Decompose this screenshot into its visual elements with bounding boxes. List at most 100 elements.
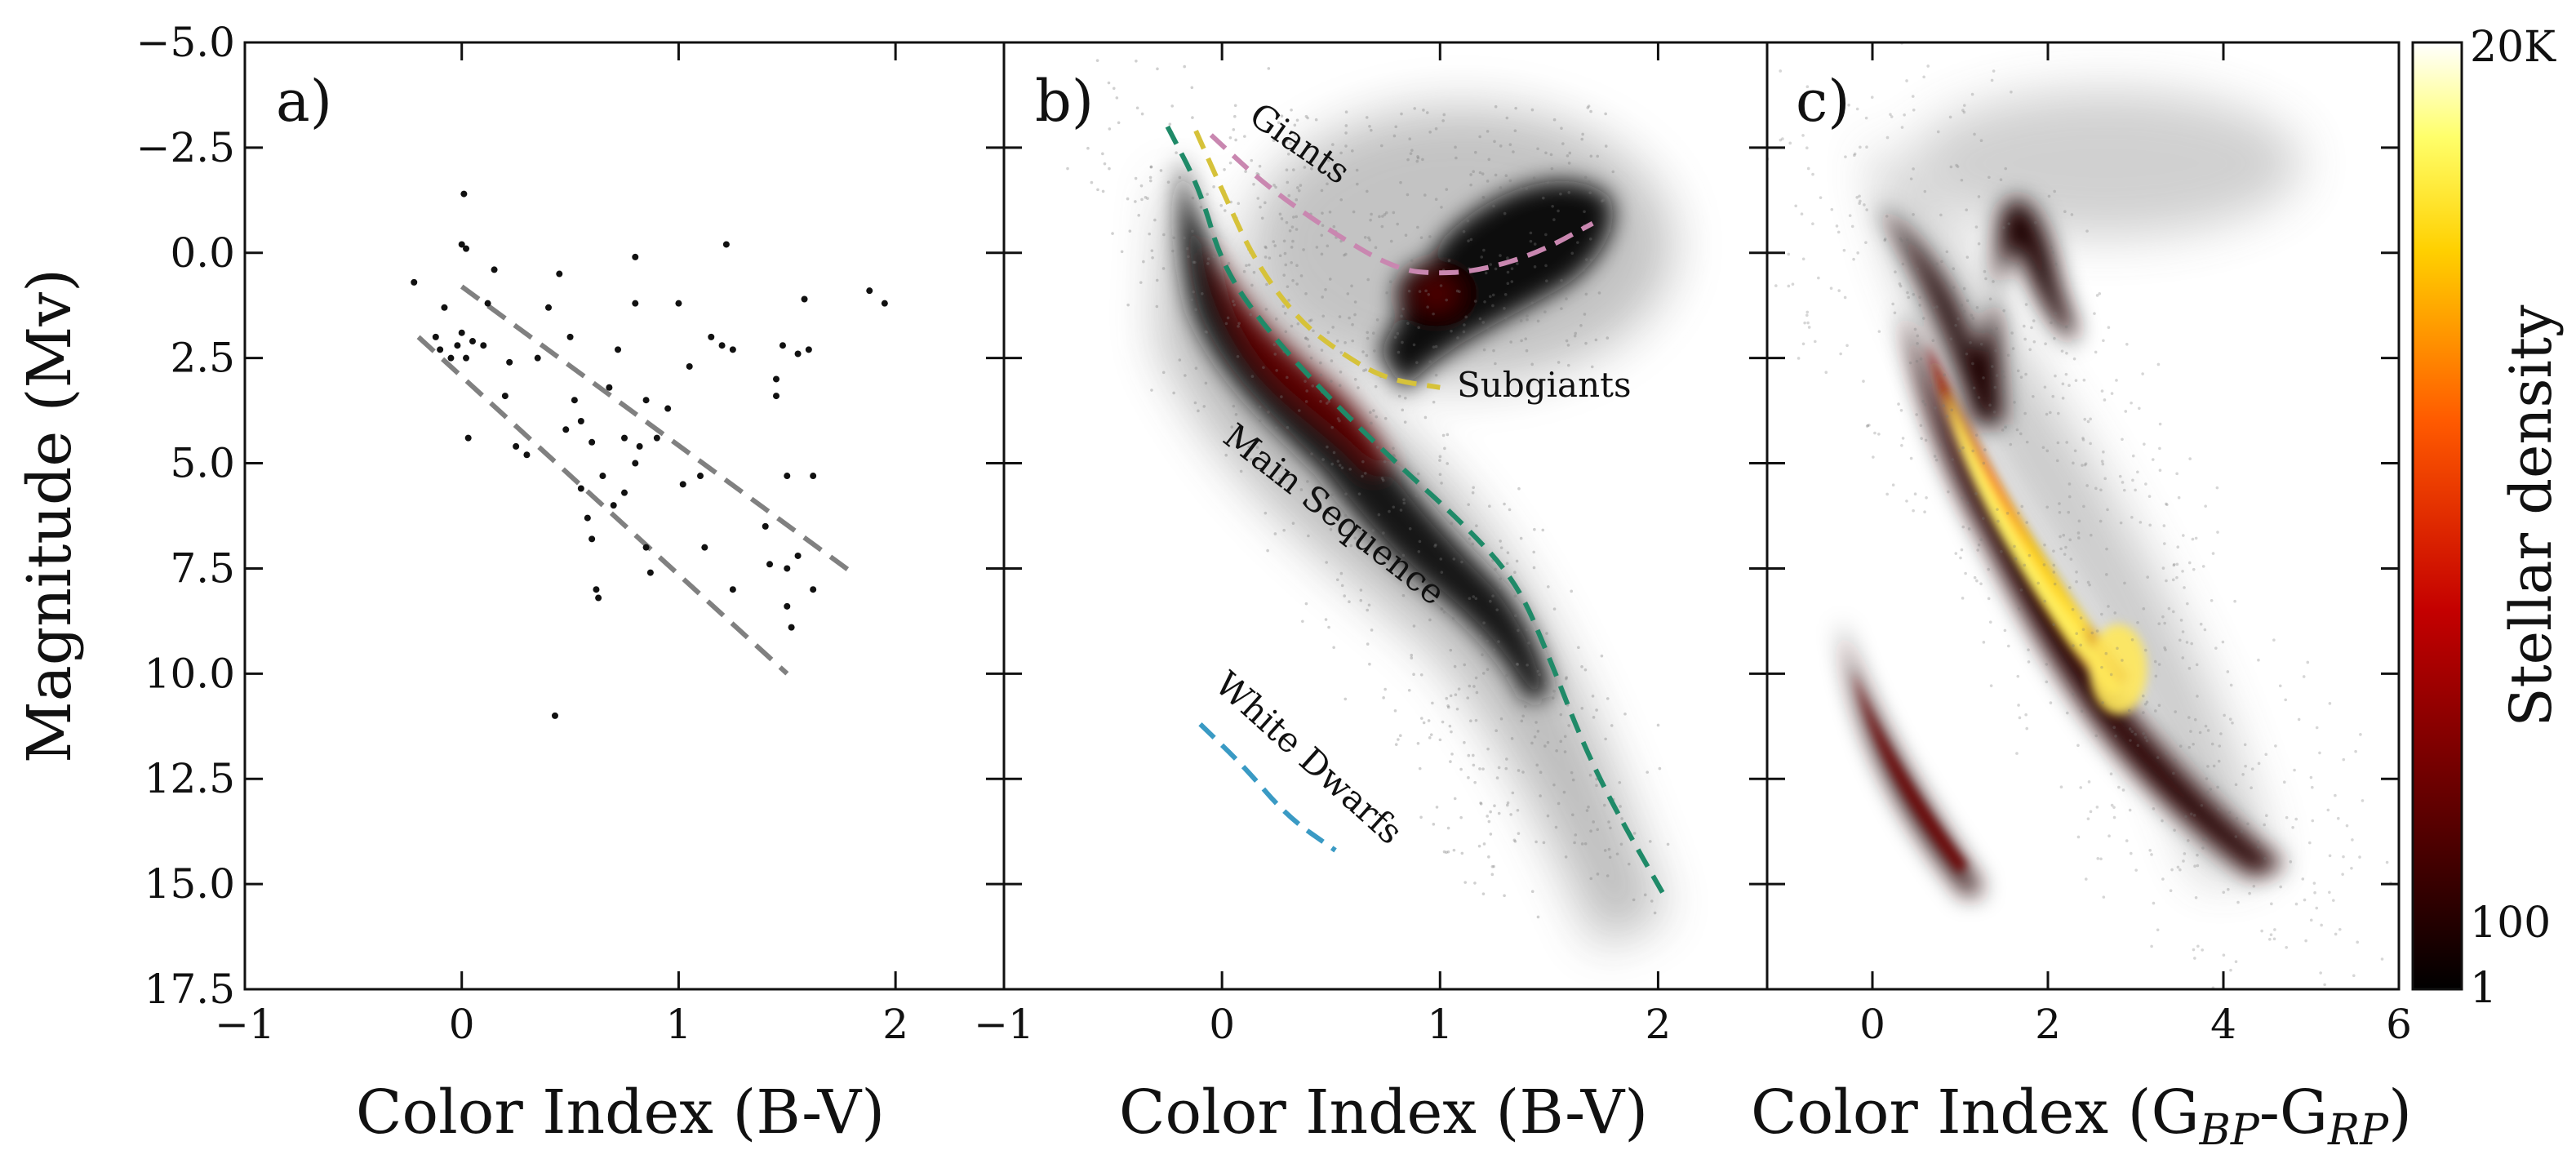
scatter-dot <box>1423 584 1428 588</box>
scatter-dot <box>1607 820 1610 824</box>
scatter-dot <box>1120 250 1124 254</box>
scatter-dot <box>2068 586 2072 589</box>
scatter-dot <box>1897 402 1900 406</box>
scatter-dot <box>2248 891 2251 895</box>
scatter-dot <box>1431 701 1434 705</box>
scatter-dot <box>1600 199 1604 203</box>
scatter-dot <box>2052 549 2055 553</box>
scatter-dot <box>1237 324 1240 328</box>
x-tick-label: 1 <box>1427 1001 1453 1048</box>
scatter-dot <box>1479 802 1483 806</box>
scatter-dot <box>1212 185 1215 189</box>
scatter-dot <box>1148 179 1153 183</box>
scatter-dot <box>1328 210 1332 214</box>
scatter-dot <box>1194 366 1198 370</box>
scatter-dot <box>1422 109 1425 112</box>
scatter-dot <box>1924 402 1927 406</box>
scatter-dot <box>1666 842 1670 846</box>
scatter-dot <box>1305 389 1308 393</box>
scatter-dot <box>2158 422 2162 426</box>
scatter-dot <box>1315 246 1319 249</box>
scatter-dot <box>1229 200 1232 204</box>
scatter-dot <box>1428 360 1432 364</box>
scatter-dot <box>2263 823 2266 827</box>
scatter-dot <box>1552 783 1556 787</box>
scatter-dot <box>1511 791 1515 795</box>
data-point <box>484 300 491 307</box>
scatter-dot <box>1503 211 1507 215</box>
scatter-dot <box>1970 313 1974 318</box>
scatter-dot <box>2164 648 2167 651</box>
scatter-dot <box>1805 85 1810 88</box>
scatter-dot <box>2184 815 2187 819</box>
scatter-dot <box>1587 805 1590 809</box>
scatter-dot <box>1488 504 1491 509</box>
scatter-dot <box>2053 189 2056 193</box>
scatter-dot <box>2052 571 2056 574</box>
y-axis-label: Magnitude (Mv) <box>15 269 85 763</box>
scatter-dot <box>2294 817 2298 821</box>
scatter-dot <box>1520 719 1524 723</box>
scatter-dot <box>1536 147 1539 151</box>
scatter-dot <box>1533 527 1536 531</box>
data-point <box>447 354 455 362</box>
scatter-dot <box>1503 502 1506 506</box>
scatter-dot <box>2265 814 2268 818</box>
scatter-dot <box>2099 488 2103 492</box>
scatter-dot <box>2107 834 2111 837</box>
scatter-dot <box>1311 384 1315 388</box>
scatter-dot <box>2257 658 2260 662</box>
scatter-dot <box>1442 611 1446 614</box>
scatter-dot <box>2256 840 2260 843</box>
data-point <box>632 253 639 260</box>
scatter-dot <box>1442 850 1446 854</box>
scatter-dot <box>1410 259 1414 263</box>
scatter-dot <box>2158 469 2162 473</box>
scatter-dot <box>2152 901 2156 905</box>
scatter-dot <box>2358 855 2361 859</box>
scatter-dot <box>1280 395 1283 398</box>
scatter-dot <box>1366 278 1370 282</box>
scatter-dot <box>1416 156 1420 160</box>
scatter-dot <box>1479 802 1482 805</box>
scatter-dot <box>2345 824 2349 828</box>
scatter-dot <box>1264 308 1268 311</box>
scatter-dot <box>1344 144 1348 148</box>
scatter-dot <box>2100 665 2103 669</box>
scatter-dot <box>1513 840 1517 843</box>
scatter-dot <box>1989 328 1993 332</box>
scatter-dot <box>1344 697 1348 701</box>
scatter-dot <box>1600 654 1604 658</box>
scatter-dot <box>1274 318 1278 321</box>
scatter-dot <box>2216 531 2219 534</box>
scatter-dot <box>1472 685 1476 688</box>
scatter-dot <box>1292 215 1295 219</box>
scatter-dot <box>1848 214 1852 217</box>
scatter-dot <box>1492 864 1495 868</box>
scatter-dot <box>1274 426 1278 429</box>
scatter-dot <box>2023 411 2027 415</box>
scatter-dot <box>2204 837 2208 841</box>
scatter-dot <box>2278 684 2282 688</box>
scatter-dot <box>1162 233 1166 237</box>
scatter-dot <box>1491 304 1495 308</box>
scatter-dot <box>1568 151 1572 155</box>
scatter-dot <box>1340 540 1344 543</box>
scatter-dot <box>1819 196 1823 199</box>
scatter-dot <box>1996 508 1999 511</box>
scatter-dot <box>1542 196 1545 200</box>
scatter-dot <box>1975 579 1979 583</box>
data-point <box>615 346 622 353</box>
scatter-dot <box>1967 527 1971 531</box>
scatter-dot <box>2079 616 2083 620</box>
scatter-dot <box>1447 705 1450 709</box>
data-point <box>686 362 693 370</box>
scatter-dot <box>2060 349 2064 353</box>
scatter-dot <box>2112 726 2116 730</box>
scatter-dot <box>1583 210 1586 214</box>
scatter-dot <box>1466 696 1470 699</box>
scatter-dot <box>1117 121 1121 125</box>
scatter-dot <box>1191 196 1195 200</box>
scatter-dot <box>1829 286 1833 291</box>
scatter-dot <box>2181 570 2184 573</box>
